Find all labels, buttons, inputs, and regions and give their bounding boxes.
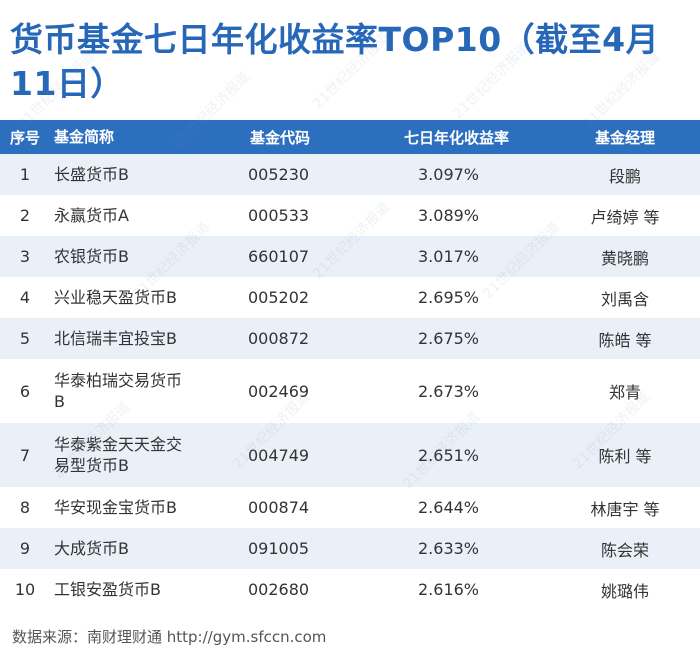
row-manager: 卢绮婷 等 (590, 207, 660, 227)
row-fund-name: 长盛货币B (54, 165, 129, 184)
header-code: 基金代码 (250, 128, 311, 147)
row-rank: 4 (19, 288, 31, 307)
row-fund-name: 华安现金宝货币B (54, 498, 177, 517)
row-fund-name: 农银货币B (54, 247, 129, 266)
row-yield: 2.675% (418, 329, 480, 348)
row-manager: 陈利 等 (598, 447, 652, 466)
row-yield: 2.651% (418, 445, 480, 465)
row-yield: 3.097% (418, 165, 480, 184)
table-row: 9 大成货币B 091005 2.633% 陈会荣 (0, 528, 700, 569)
row-fund-name: 华泰紫金天天金交易型货币B (54, 435, 183, 475)
table-row: 8 华安现金宝货币B 000874 2.644% 林唐宇 等 (0, 487, 700, 528)
row-fund-code: 091005 (248, 539, 310, 558)
row-yield: 3.017% (418, 247, 480, 266)
row-rank: 10 (14, 580, 36, 599)
table-header: 序号 基金简称 基金代码 七日年化收益率 基金经理 (0, 120, 700, 154)
row-rank: 3 (19, 247, 31, 266)
header-yield: 七日年化收益率 (404, 128, 510, 147)
header-name: 基金简称 (54, 127, 115, 146)
row-manager: 姚璐伟 (600, 581, 649, 601)
row-fund-name: 永赢货币A (54, 206, 129, 225)
table-row: 1 长盛货币B 005230 3.097% 段鹏 (0, 154, 700, 195)
row-yield: 2.695% (418, 288, 480, 307)
row-manager: 刘禹含 (600, 289, 649, 309)
row-manager: 段鹏 (608, 166, 641, 186)
row-fund-code: 005202 (248, 288, 310, 307)
header-rank: 序号 (9, 128, 40, 147)
table-row: 7 华泰紫金天天金交易型货币B 004749 2.651% 陈利 等 (0, 423, 700, 487)
row-fund-name: 北信瑞丰宜投宝B (54, 329, 177, 348)
row-yield: 2.616% (418, 580, 480, 599)
row-fund-code: 000874 (248, 498, 310, 517)
row-manager: 郑青 (608, 383, 641, 402)
page-title: 货币基金七日年化收益率TOP10（截至4月11日） (10, 20, 660, 103)
data-source-note: 数据来源：南财理财通 http://gym.sfccn.com (12, 628, 327, 646)
row-fund-name: 工银安盈货币B (54, 580, 161, 599)
table-row: 6 华泰柏瑞交易货币B 002469 2.673% 郑青 (0, 359, 700, 423)
header-manager: 基金经理 (594, 128, 655, 147)
row-fund-code: 660107 (248, 247, 310, 266)
row-fund-name: 兴业稳天盈货币B (54, 288, 177, 307)
table-row: 4 兴业稳天盈货币B 005202 2.695% 刘禹含 (0, 277, 700, 318)
row-fund-code: 000872 (248, 329, 310, 348)
row-fund-code: 002680 (248, 580, 310, 599)
row-rank: 8 (19, 498, 31, 517)
row-rank: 5 (19, 329, 31, 348)
row-manager: 陈会荣 (600, 540, 649, 560)
row-rank: 6 (19, 381, 31, 401)
row-manager: 陈皓 等 (598, 330, 652, 350)
row-rank: 2 (19, 206, 31, 225)
row-yield: 2.633% (418, 539, 480, 558)
row-fund-code: 002469 (248, 381, 310, 401)
row-yield: 2.644% (418, 498, 480, 517)
row-rank: 9 (19, 539, 31, 558)
row-yield: 2.673% (418, 381, 480, 401)
row-fund-code: 000533 (248, 206, 310, 225)
row-fund-code: 004749 (248, 445, 310, 465)
row-fund-name: 大成货币B (54, 539, 129, 558)
table-row: 5 北信瑞丰宜投宝B 000872 2.675% 陈皓 等 (0, 318, 700, 359)
table-row: 10 工银安盈货币B 002680 2.616% 姚璐伟 (0, 569, 700, 610)
row-manager: 黄晓鹏 (600, 248, 649, 268)
fund-table: 序号 基金简称 基金代码 七日年化收益率 基金经理 1 长盛货币B 005230… (0, 120, 700, 610)
row-fund-name: 华泰柏瑞交易货币B (54, 371, 183, 411)
row-yield: 3.089% (418, 206, 480, 225)
table-row: 2 永赢货币A 000533 3.089% 卢绮婷 等 (0, 195, 700, 236)
row-rank: 1 (19, 165, 31, 184)
row-rank: 7 (19, 445, 31, 465)
row-manager: 林唐宇 等 (590, 499, 660, 519)
table-row: 3 农银货币B 660107 3.017% 黄晓鹏 (0, 236, 700, 277)
row-fund-code: 005230 (248, 165, 310, 184)
